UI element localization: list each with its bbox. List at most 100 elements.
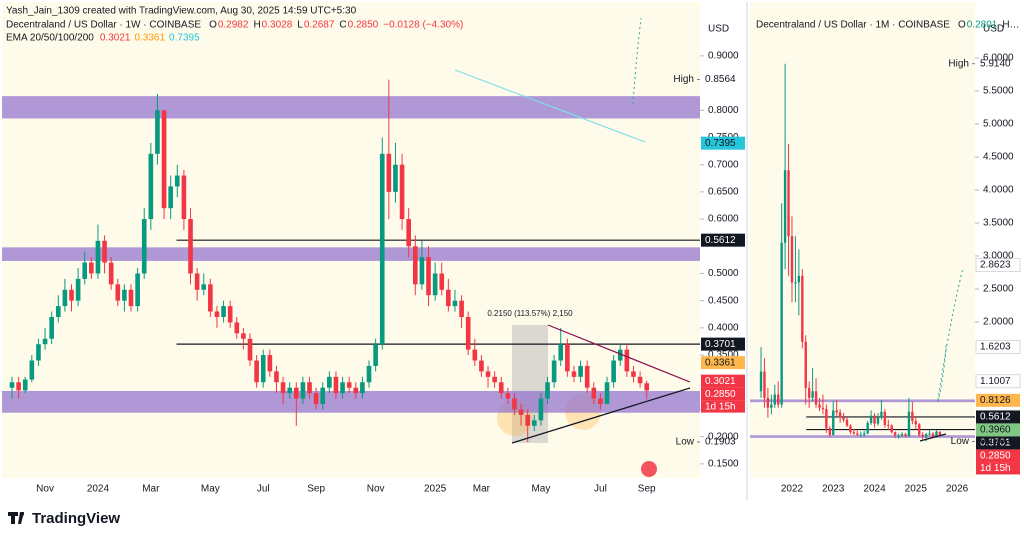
ohlc-key: O [958, 20, 966, 31]
ohlc-key: H [253, 20, 260, 31]
candle-body [360, 382, 365, 394]
candle-body [128, 289, 134, 307]
candle-body [399, 164, 405, 220]
candle-body [459, 300, 464, 317]
price-tag [976, 436, 1020, 450]
y-tick-label: 6.0000 [983, 53, 1014, 64]
candle-body [108, 262, 114, 285]
candle-body [770, 404, 773, 408]
x-tick-label: 2025 [424, 484, 447, 495]
candle-body [790, 236, 794, 283]
candle-body [492, 376, 497, 383]
candle-body [227, 306, 233, 323]
y-tick-label: 0.4500 [708, 295, 739, 306]
candle-body [208, 284, 213, 312]
x-tick-label: May [531, 484, 550, 495]
candle-body [432, 273, 438, 296]
candle-body [300, 382, 306, 399]
countdown-tag [976, 462, 1020, 475]
y-tick-label: 0.5000 [708, 268, 739, 279]
zone [750, 399, 975, 403]
candle-body [842, 417, 845, 420]
ohlc-value: 0.2982 [218, 20, 249, 31]
candle-body [558, 344, 564, 361]
ohlc-key: H… [1002, 20, 1019, 31]
candle-body [928, 433, 931, 435]
candle-body [260, 355, 266, 383]
candle-body [346, 382, 352, 388]
indicator-value: 0.3361 [134, 33, 165, 44]
ema-line [454, 69, 646, 143]
candle-body [801, 275, 804, 342]
time-axis [2, 478, 1020, 500]
y-tick-label: 0.7000 [708, 159, 739, 170]
candle-body [36, 344, 41, 361]
candle-body [849, 425, 852, 433]
candle-body [531, 420, 537, 426]
candle-body [247, 338, 253, 361]
brand-name: TradingView [32, 510, 120, 527]
y-tick-label: 0.6000 [708, 214, 739, 225]
candle-body [95, 240, 101, 274]
x-tick-label: Mar [142, 484, 160, 495]
measure-label: 0.2150 (113.57%) 2,150 [487, 309, 573, 318]
candle-body [29, 360, 35, 380]
candle-body [406, 219, 412, 247]
price-tag-label: 0.8126 [980, 395, 1011, 406]
candle-body [148, 153, 154, 220]
chart-title: Decentraland / US Dollar · 1W · COINBASE [6, 20, 201, 31]
candle-body [241, 333, 246, 339]
price-tag [701, 136, 745, 150]
price-tag-label: 2.8623 [980, 260, 1011, 271]
candle-body [551, 360, 557, 383]
y-tick-label: 3.5000 [983, 218, 1014, 229]
y-tick-label: 5.0000 [983, 119, 1014, 130]
price-tag-label: 0.3701 [705, 339, 736, 350]
chart-title: Decentraland / US Dollar · 1M · COINBASE [756, 20, 950, 31]
price-tag [976, 449, 1020, 463]
candle-body [866, 422, 869, 434]
ohlc-value: 0.3028 [262, 20, 293, 31]
candle-body [624, 349, 630, 372]
x-tick-label: Jul [257, 484, 270, 495]
candle-body [794, 282, 797, 284]
y-tick-label: 0.2000 [708, 431, 739, 442]
candle-body [644, 383, 650, 391]
zone [750, 435, 975, 438]
indicator-name: EMA 20/50/100/200 [6, 33, 94, 44]
candle-body [267, 355, 273, 372]
candle-body [446, 289, 451, 307]
candle-body [512, 398, 517, 410]
candle-body [931, 433, 935, 437]
price-tag-label: 0.7395 [705, 138, 736, 149]
x-tick-label: 2023 [822, 484, 845, 495]
y-tick-label: 4.0000 [983, 185, 1014, 196]
price-tag-label: 0.5612 [705, 235, 736, 246]
candle-body [485, 371, 491, 377]
currency: USD [708, 24, 729, 35]
candle-body [876, 417, 880, 424]
ohlc-key: C [339, 20, 346, 31]
candle-body [787, 170, 790, 237]
price-tag-label: 1.1007 [980, 376, 1011, 387]
candle-body [505, 393, 511, 399]
candle-body [366, 365, 372, 383]
candle-body [759, 371, 763, 392]
candle-body [828, 428, 832, 435]
extreme-value: 5.9140 [980, 58, 1011, 69]
candle-body [327, 376, 332, 388]
candle-body [307, 382, 312, 394]
candle-body [938, 431, 942, 436]
candle-body [783, 170, 787, 243]
price-tag [975, 258, 1021, 272]
candle-body [386, 153, 392, 192]
price-tag-label: 0.3960 [980, 425, 1011, 436]
candle-body [852, 432, 856, 434]
candle-body [538, 398, 544, 421]
price-tag [701, 337, 745, 351]
candle-body [918, 424, 921, 435]
extreme-tag: High [948, 58, 969, 69]
candle-body [921, 434, 924, 437]
trend-line [547, 324, 691, 383]
candle-body [897, 435, 900, 437]
